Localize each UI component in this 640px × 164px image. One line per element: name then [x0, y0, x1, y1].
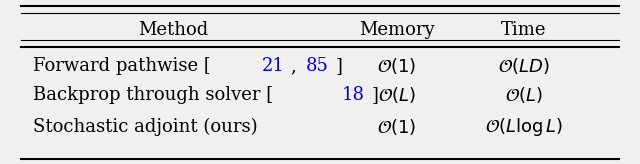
Text: Backprop through solver [: Backprop through solver [ [33, 86, 273, 104]
Text: Method: Method [138, 21, 209, 39]
Text: ]: ] [371, 86, 378, 104]
Text: Stochastic adjoint (ours): Stochastic adjoint (ours) [33, 118, 258, 136]
Text: $\mathcal{O}(1)$: $\mathcal{O}(1)$ [377, 117, 416, 137]
Text: $\mathcal{O}(L)$: $\mathcal{O}(L)$ [505, 85, 543, 105]
Text: 18: 18 [342, 86, 365, 104]
Text: ]: ] [335, 57, 342, 75]
Text: $\mathcal{O}(L \log L)$: $\mathcal{O}(L \log L)$ [485, 116, 563, 138]
Text: $\mathcal{O}(L)$: $\mathcal{O}(L)$ [378, 85, 415, 105]
Text: Time: Time [501, 21, 547, 39]
Text: $\mathcal{O}(LD)$: $\mathcal{O}(LD)$ [498, 56, 550, 76]
Text: Forward pathwise [: Forward pathwise [ [33, 57, 211, 75]
Text: 21: 21 [262, 57, 285, 75]
Text: $\mathcal{O}(1)$: $\mathcal{O}(1)$ [377, 56, 416, 76]
Text: Memory: Memory [358, 21, 435, 39]
Text: ,: , [291, 57, 303, 75]
Text: 85: 85 [306, 57, 329, 75]
